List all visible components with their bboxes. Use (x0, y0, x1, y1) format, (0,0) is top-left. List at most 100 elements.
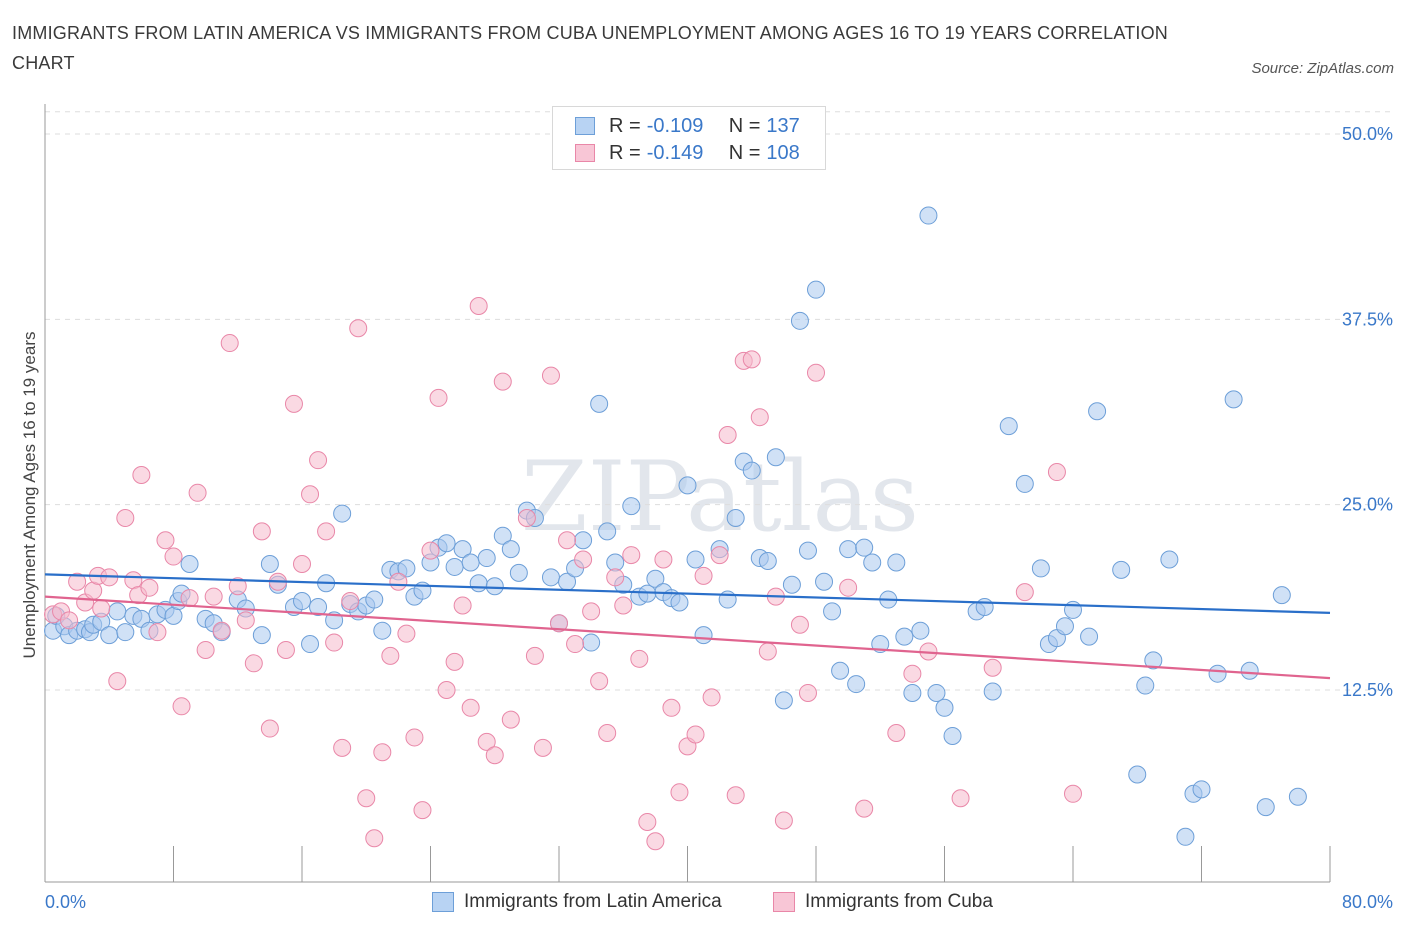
cuba-point (140, 578, 159, 597)
cuba-point (204, 587, 223, 606)
cuba-point (333, 738, 352, 757)
legend-row-cuba: R = -0.149 N = 108 (575, 141, 800, 165)
cuba-point (445, 652, 464, 671)
latin-america-point (831, 661, 850, 680)
cuba-point (533, 738, 552, 757)
cuba-point (951, 789, 970, 808)
cuba-point (493, 372, 512, 391)
cuba-point (309, 451, 328, 470)
latin-america-point (582, 633, 601, 652)
cuba-point (1064, 784, 1082, 803)
cuba-point (702, 688, 721, 707)
cuba-point (582, 602, 601, 621)
y-tick-label: 37.5% (1342, 309, 1393, 329)
latin-america-point (887, 553, 906, 572)
cuba-point (758, 642, 777, 661)
latin-america-point (1112, 560, 1131, 579)
latin-america-point (461, 553, 480, 572)
legend-item-latin-america: Immigrants from Latin America (432, 888, 722, 916)
latin-america-point (742, 461, 761, 480)
latin-america-point (943, 726, 962, 745)
latin-america-point (1160, 550, 1179, 569)
latin-america-point (116, 623, 135, 642)
cuba-point (276, 640, 295, 659)
y-tick-label: 25.0% (1342, 495, 1393, 515)
cuba-point (469, 296, 488, 315)
latin-america-point (373, 621, 392, 640)
cuba-point (606, 568, 625, 587)
cuba-point (654, 550, 673, 569)
cuba-point (405, 728, 424, 747)
cuba-point (798, 683, 817, 702)
cuba-point (887, 723, 906, 742)
cuba-point (397, 624, 416, 643)
latin-america-point (541, 568, 560, 587)
latin-america-point (574, 531, 593, 550)
latin-america-point (252, 626, 271, 645)
latin-america-point (180, 554, 199, 573)
cuba-point (301, 485, 320, 504)
latin-america-point (509, 563, 528, 582)
cuba-point (260, 719, 279, 738)
latin-america-point (1080, 627, 1099, 646)
cuba-point (373, 743, 392, 762)
r-value: -0.109 (646, 114, 704, 137)
cuba-point (662, 698, 681, 717)
correlation-legend: R = -0.109 N = 137 R = -0.149 N = 108 (552, 106, 826, 170)
cuba-point (485, 746, 504, 765)
cuba-point (236, 611, 255, 630)
latin-america-point (766, 448, 785, 467)
latin-america-point (1055, 617, 1074, 636)
latin-america-point (975, 597, 994, 616)
legend-label: Immigrants from Latin America (464, 891, 722, 912)
cuba-point (325, 633, 344, 652)
cuba-point (694, 566, 713, 585)
r-label: R = (609, 114, 641, 137)
cuba-point (598, 723, 617, 742)
blue-swatch (575, 117, 595, 135)
cuba-point (349, 319, 368, 338)
cuba-point (750, 408, 769, 427)
cuba-point (212, 621, 231, 640)
cuba-point (622, 546, 641, 565)
latin-america-point (798, 541, 817, 560)
cuba-point (108, 672, 127, 691)
latin-america-point (598, 522, 617, 541)
latin-america-point (469, 574, 488, 593)
cuba-point (614, 596, 633, 615)
cuba-point (774, 811, 793, 830)
chart-title: IMMIGRANTS FROM LATIN AMERICA VS IMMIGRA… (12, 23, 1169, 73)
blue-swatch (432, 892, 454, 912)
latin-america-point (774, 691, 793, 710)
latin-america-point (670, 593, 689, 612)
cuba-point (550, 614, 568, 633)
cuba-point (855, 799, 874, 818)
cuba-point (566, 635, 585, 654)
cuba-point (148, 623, 167, 642)
cuba-point (686, 725, 705, 744)
latin-america-trend-line (44, 573, 1331, 615)
latin-america-point (1288, 787, 1307, 806)
latin-america-point (646, 569, 665, 588)
latin-america-point (301, 635, 320, 654)
latin-america-point (678, 476, 697, 495)
latin-america-point (501, 540, 520, 559)
latin-america-point (807, 280, 825, 299)
cuba-point (983, 658, 1002, 677)
cuba-point (341, 592, 360, 611)
cuba-point (646, 832, 665, 851)
latin-america-point (437, 534, 456, 553)
latin-america-point (477, 549, 496, 568)
source-label: Source: ZipAtlas.com (1251, 60, 1394, 77)
cuba-point (453, 596, 472, 615)
latin-america-point (782, 575, 801, 594)
cuba-point (421, 541, 440, 560)
cuba-point (413, 801, 432, 820)
latin-america-point (847, 675, 866, 694)
cuba-point (60, 611, 79, 630)
cuba-point (839, 578, 858, 597)
cuba-point (1047, 463, 1066, 482)
cuba-point (389, 572, 408, 591)
cuba-point (742, 350, 761, 369)
r-value: -0.149 (646, 141, 704, 164)
